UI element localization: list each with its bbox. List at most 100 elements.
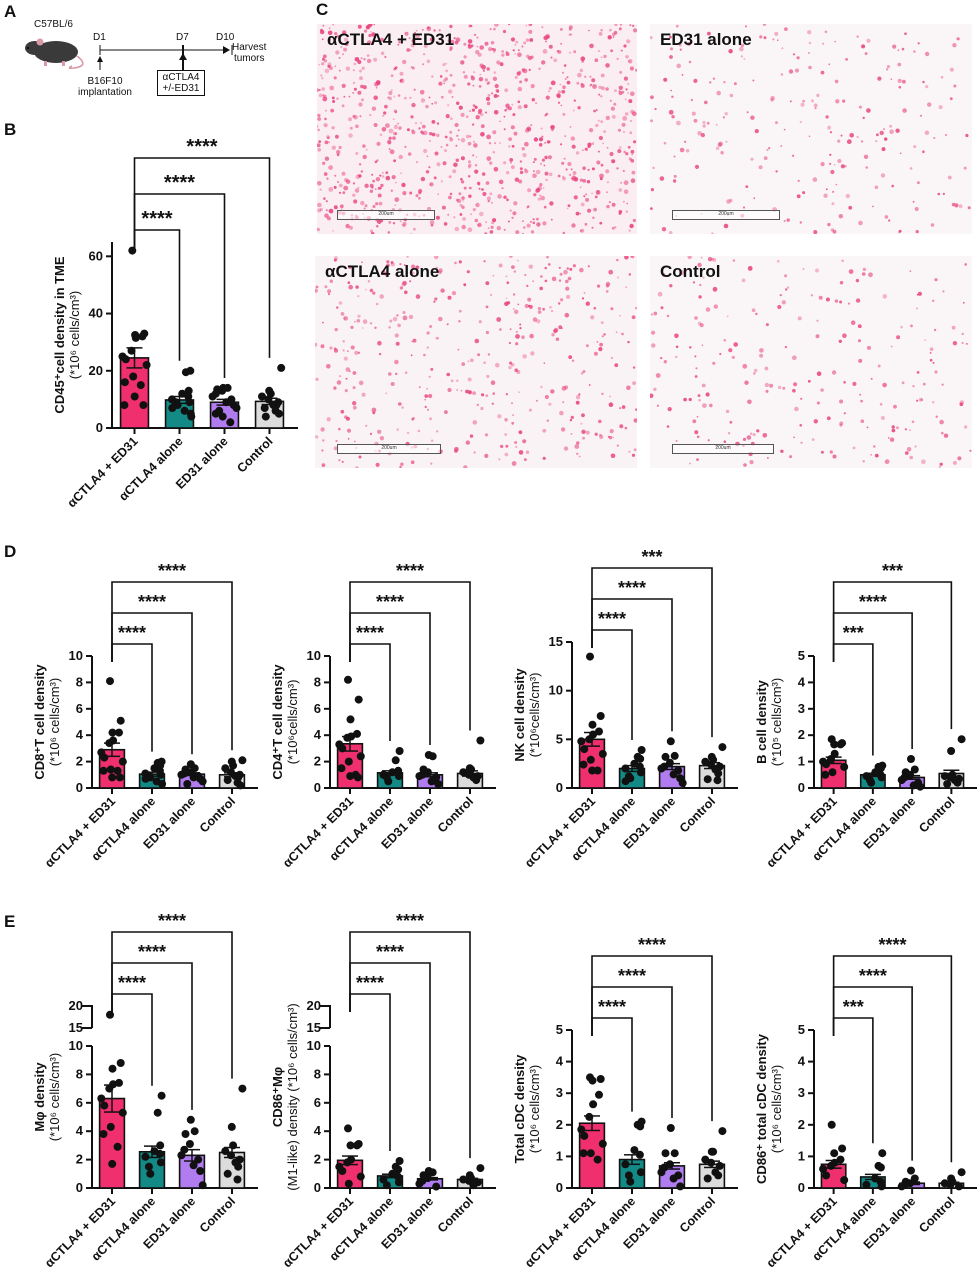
svg-text:3: 3	[798, 1085, 805, 1100]
svg-text:4: 4	[76, 1123, 84, 1138]
svg-text:****: ****	[859, 592, 887, 612]
svg-text:αCTLA4 + ED31: αCTLA4 + ED31	[522, 794, 598, 870]
micrograph-control: Control 200um	[650, 256, 972, 468]
svg-text:4: 4	[798, 674, 806, 689]
svg-text:αCTLA4 + ED31: αCTLA4 + ED31	[280, 1194, 356, 1270]
stain-dots	[650, 256, 972, 468]
svg-text:0: 0	[314, 780, 321, 795]
svg-text:6: 6	[314, 701, 321, 716]
harvest-note: Harvest tumors	[232, 42, 267, 64]
svg-text:Control: Control	[677, 1194, 718, 1235]
svg-text:15: 15	[69, 1020, 83, 1035]
svg-text:αCTLA4 + ED31: αCTLA4 + ED31	[764, 1194, 840, 1270]
svg-text:2: 2	[798, 727, 805, 742]
svg-text:CD86⁺Mφ(M1-like) density (*10⁶: CD86⁺Mφ(M1-like) density (*10⁶ cells/cm³…	[270, 1003, 300, 1190]
svg-text:6: 6	[76, 1095, 83, 1110]
svg-text:2: 2	[314, 1152, 321, 1167]
svg-text:****: ****	[376, 592, 404, 612]
svg-text:20: 20	[307, 998, 321, 1013]
svg-text:0: 0	[798, 1180, 805, 1195]
svg-text:5: 5	[556, 731, 563, 746]
svg-text:2: 2	[798, 1117, 805, 1132]
svg-text:15: 15	[307, 1020, 321, 1035]
chart-b-cell-density: 0 1 2 3 4 5 B cell density(*10⁵ cells/cm³) αCTL…	[754, 561, 977, 870]
stain-dots	[315, 256, 637, 468]
svg-text:4: 4	[76, 727, 84, 742]
svg-text:****: ****	[618, 966, 646, 986]
svg-text:****: ****	[859, 966, 887, 986]
svg-text:Total cDC density(*10⁶ cells/c: Total cDC density(*10⁶ cells/cm³)	[512, 1054, 542, 1164]
svg-text:****: ****	[598, 997, 626, 1017]
svg-text:****: ****	[118, 973, 146, 993]
panel-letter-c: C	[316, 0, 329, 19]
svg-text:***: ***	[843, 623, 864, 643]
svg-text:****: ****	[878, 935, 906, 955]
svg-text:6: 6	[76, 701, 83, 716]
svg-text:Mφ density(*10⁶ cells/cm³): Mφ density(*10⁶ cells/cm³)	[32, 1053, 62, 1141]
svg-text:****: ****	[396, 911, 424, 931]
timeline-axis	[97, 45, 233, 70]
micrograph-ctla4: αCTLA4 alone 200um	[315, 256, 637, 468]
treatment-box: αCTLA4 +/-ED31	[157, 70, 205, 96]
scale-bar: 200um	[337, 444, 441, 454]
svg-text:***: ***	[843, 997, 864, 1017]
timeline-d10: D10	[216, 32, 235, 43]
svg-text:4: 4	[798, 1054, 806, 1069]
micrograph-label: ED31 alone	[660, 30, 752, 49]
svg-text:0: 0	[96, 420, 103, 435]
svg-text:αCTLA4 + ED31: αCTLA4 + ED31	[42, 794, 118, 870]
micrograph-label: αCTLA4 + ED31	[327, 30, 455, 49]
stain-dots	[650, 24, 971, 234]
svg-text:Control: Control	[197, 1194, 238, 1235]
chart-cd86-cdc-density: 0 1 2 3 4 5 CD86⁺ total cDC density(*10⁶ cells…	[754, 935, 977, 1270]
implantation-note: B16F10 implantation	[78, 76, 132, 98]
svg-text:8: 8	[314, 1066, 321, 1081]
svg-text:****: ****	[138, 942, 166, 962]
svg-text:****: ****	[356, 973, 384, 993]
svg-text:Control: Control	[234, 434, 275, 475]
chart-total-cdc-density: 0 1 2 3 4 5 Total cDC density(*10⁶ cells/cm³) α…	[512, 935, 738, 1270]
svg-text:***: ***	[882, 561, 903, 581]
svg-text:1: 1	[556, 1148, 563, 1163]
svg-text:6: 6	[314, 1095, 321, 1110]
svg-text:****: ****	[141, 208, 172, 230]
svg-text:Control: Control	[197, 794, 238, 835]
panel-letter-e: E	[4, 912, 16, 931]
svg-text:1: 1	[798, 754, 805, 769]
timeline-diagram: C57BL/6 D1 D7 D10 Harvest tumors B16F10 …	[0, 0, 300, 110]
svg-text:αCTLA4 + ED31: αCTLA4 + ED31	[42, 1194, 118, 1270]
svg-text:4: 4	[314, 727, 322, 742]
svg-text:****: ****	[618, 578, 646, 598]
mouse-strain-label: C57BL/6	[34, 19, 73, 30]
panel-letter-d: D	[4, 542, 17, 561]
svg-text:10: 10	[549, 683, 563, 698]
chart-cd86-macrophage-density: 0 2 4 6 8 10 15 20 CD86⁺Mφ(M1-like) density (*10…	[270, 911, 496, 1270]
svg-text:αCTLA4 + ED31: αCTLA4 + ED31	[522, 1194, 598, 1270]
svg-text:CD4⁺T cell density(*10⁶cells/c: CD4⁺T cell density(*10⁶cells/cm³)	[270, 664, 300, 780]
mouse-icon	[25, 38, 84, 70]
chart-macrophage-density: 0 2 4 6 8 10 15 20 Mφ density(*10⁶ cells/cm³) αCT…	[32, 911, 258, 1270]
svg-text:3: 3	[556, 1085, 563, 1100]
svg-text:10: 10	[69, 648, 83, 663]
svg-text:0: 0	[556, 1180, 563, 1195]
svg-text:αCTLA4 + ED31: αCTLA4 + ED31	[764, 794, 840, 870]
svg-text:3: 3	[798, 701, 805, 716]
timeline-d1: D1	[93, 32, 106, 43]
chart-cd45-density: 0 20 40 60 CD45⁺cell density in TME(*10⁶ cel…	[52, 136, 298, 510]
svg-text:****: ****	[376, 942, 404, 962]
svg-text:Control: Control	[435, 794, 476, 835]
chart-cd8-density: 0 2 4 6 8 10 CD8⁺T cell density(*10⁶ cells/cm³…	[32, 561, 258, 870]
panel-letter-a: A	[4, 2, 17, 21]
svg-text:60: 60	[89, 248, 103, 263]
stain-dots	[317, 24, 637, 234]
micrograph-label: αCTLA4 alone	[325, 262, 440, 281]
svg-text:2: 2	[556, 1117, 563, 1132]
svg-text:4: 4	[314, 1123, 322, 1138]
svg-text:2: 2	[76, 1152, 83, 1167]
svg-text:8: 8	[314, 674, 321, 689]
svg-text:CD8⁺T cell density(*10⁶ cells/: CD8⁺T cell density(*10⁶ cells/cm³)	[32, 664, 62, 780]
svg-text:10: 10	[307, 1038, 321, 1053]
micrograph-ed31: ED31 alone 200um	[650, 24, 972, 234]
svg-text:0: 0	[556, 780, 563, 795]
svg-text:Control: Control	[435, 1194, 476, 1235]
